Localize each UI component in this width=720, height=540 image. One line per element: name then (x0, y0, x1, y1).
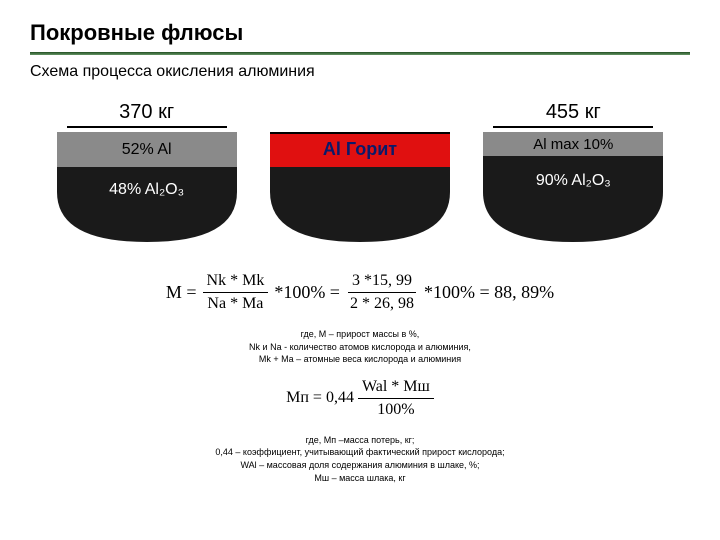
f2-frac-num: Wal * Mш (358, 378, 434, 399)
f2-frac-den: 100% (373, 399, 418, 419)
layer-1-1: 52% Al (57, 132, 237, 167)
f2-lhs: Mп = 0,44 (286, 389, 354, 407)
legend-2: где, Мп –масса потерь, кг; 0,44 – коэффи… (30, 434, 690, 484)
f1-mid2: *100% = 88, 89% (424, 282, 554, 303)
weight-label-2 (280, 102, 440, 128)
legend1-line2: Nk и Na - количество атомов кислорода и … (30, 341, 690, 354)
f1-frac1-num: Nk * Mk (203, 272, 269, 293)
f1-mid1: *100% = (274, 282, 340, 303)
legend2-line2: 0,44 – коэффициент, учитывающий фактичес… (30, 446, 690, 459)
layer-1-2: 48% Al₂O₃ (57, 167, 237, 212)
formula-1-section: M = Nk * Mk Na * Ma *100% = 3 *15, 99 2 … (30, 272, 690, 313)
layer-2-1: Al Горит (270, 132, 450, 167)
vessel-2: Al Горит (270, 132, 450, 242)
weight-label-3: 455 кг (493, 101, 653, 128)
f1-frac2-den: 2 * 26, 98 (346, 293, 418, 313)
crucible-2: Al Горит (270, 102, 450, 242)
f1-lhs: M = (166, 282, 197, 303)
legend-1: где, М – прирост массы в %, Nk и Na - ко… (30, 328, 690, 366)
f1-frac2-num: 3 *15, 99 (348, 272, 416, 293)
page-subtitle: Схема процесса окисления алюминия (30, 63, 690, 81)
crucible-3: 455 кг Al max 10% 90% Al₂O₃ (483, 101, 663, 242)
legend2-line1: где, Мп –масса потерь, кг; (30, 434, 690, 447)
formula-2: Mп = 0,44 Wal * Mш 100% (286, 378, 434, 419)
legend1-line3: Mk + Ma – атомные веса кислорода и алюми… (30, 353, 690, 366)
f2-frac: Wal * Mш 100% (358, 378, 434, 419)
crucible-1: 370 кг 52% Al 48% Al₂O₃ (57, 101, 237, 242)
weight-label-1: 370 кг (67, 101, 227, 128)
layer-3-1: Al max 10% (483, 132, 663, 156)
legend2-line4: Мш – масса шлака, кг (30, 472, 690, 485)
page-title: Покровные флюсы (30, 20, 690, 46)
legend2-line3: WAl – массовая доля содержания алюминия … (30, 459, 690, 472)
f1-frac1: Nk * Mk Na * Ma (203, 272, 269, 313)
legend1-line1: где, М – прирост массы в %, (30, 328, 690, 341)
vessel-1: 52% Al 48% Al₂O₃ (57, 132, 237, 242)
crucibles-row: 370 кг 52% Al 48% Al₂O₃ (30, 101, 690, 242)
title-divider (30, 52, 690, 55)
f1-frac1-den: Na * Ma (203, 293, 267, 313)
vessel-3: Al max 10% 90% Al₂O₃ (483, 132, 663, 242)
formula-2-section: Mп = 0,44 Wal * Mш 100% (30, 378, 690, 419)
layer-3-2: 90% Al₂O₃ (483, 156, 663, 206)
f1-frac2: 3 *15, 99 2 * 26, 98 (346, 272, 418, 313)
formula-1: M = Nk * Mk Na * Ma *100% = 3 *15, 99 2 … (166, 272, 554, 313)
